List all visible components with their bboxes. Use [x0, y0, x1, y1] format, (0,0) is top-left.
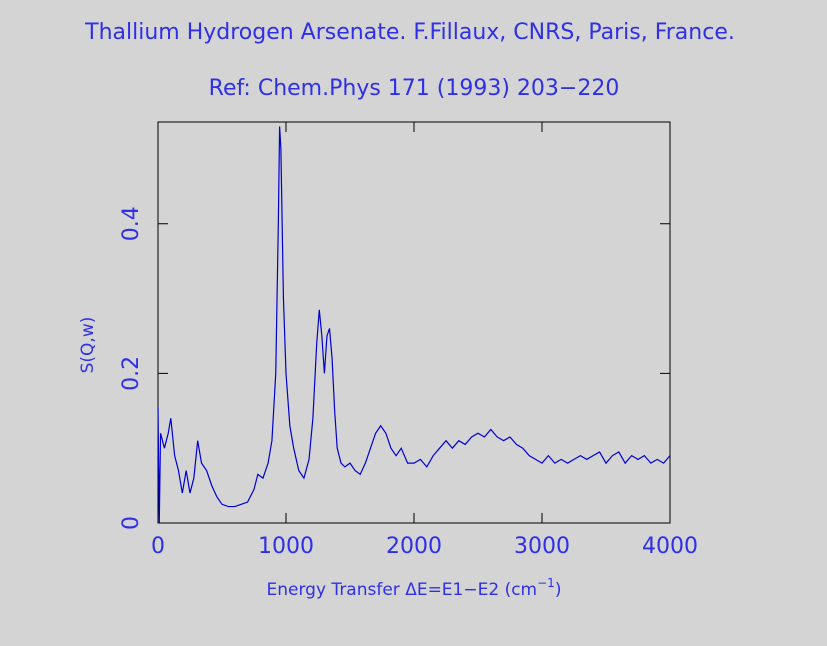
data-line: [157, 126, 671, 524]
y-tick-label: 0.2: [119, 356, 144, 391]
x-axis-label-superscript: −1: [537, 576, 555, 590]
x-tick-label: 0: [151, 534, 165, 559]
chart-subtitle: Ref: Chem.Phys 171 (1993) 203−220: [209, 76, 620, 101]
chart-title: Thallium Hydrogen Arsenate. F.Fillaux, C…: [84, 20, 735, 45]
x-axis-label-suffix: ): [555, 580, 562, 600]
y-axis-label: S(Q,w): [78, 317, 98, 374]
x-tick-label: 1000: [258, 534, 314, 559]
x-tick-label: 2000: [386, 534, 442, 559]
x-tick-label: 4000: [642, 534, 698, 559]
y-tick-label: 0: [119, 516, 144, 530]
x-tick-label: 3000: [514, 534, 570, 559]
x-axis-label-text: Energy Transfer ΔE=E1−E2 (cm: [267, 580, 538, 600]
x-axis-label: Energy Transfer ΔE=E1−E2 (cm−1): [267, 576, 562, 601]
y-tick-label: 0.4: [119, 206, 144, 241]
